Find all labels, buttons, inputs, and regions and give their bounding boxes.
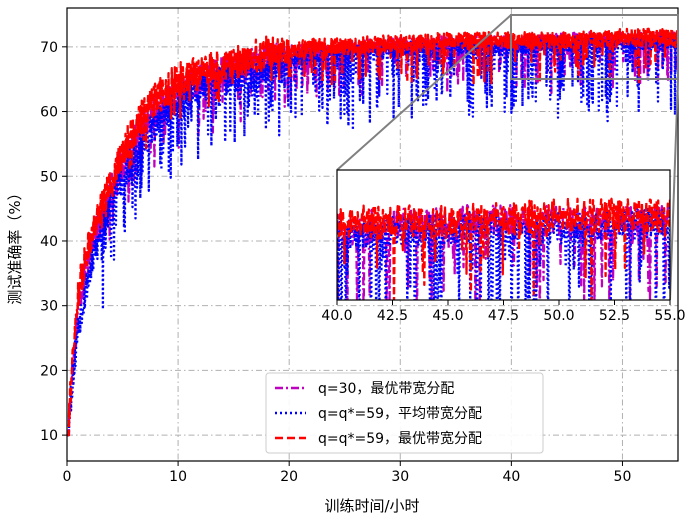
x-tick-label: 50 (614, 469, 632, 485)
zoom-connector-left (336, 14, 512, 171)
y-tick-label: 40 (40, 234, 58, 250)
zoom-indicator (336, 14, 679, 301)
inset-series-line-q59-optimal (337, 197, 670, 300)
zoom-connector-right (669, 78, 679, 301)
x-axis-title: 训练时间/小时 (324, 497, 419, 515)
inset-x-tick-label: 50.0 (543, 308, 574, 324)
y-tick-label: 50 (40, 169, 58, 185)
x-tick-label: 40 (502, 469, 520, 485)
y-tick-label: 60 (40, 105, 58, 121)
y-tick-label: 20 (40, 363, 58, 379)
legend-label-q59-optimal: q=q*=59，最优带宽分配 (318, 430, 482, 447)
zoom-region-box (510, 14, 679, 80)
y-tick-label: 30 (40, 299, 58, 315)
x-tick-label: 0 (63, 469, 72, 485)
legend-label-q59-average: q=q*=59，平均带宽分配 (318, 405, 482, 422)
series-line-q59-optimal (67, 27, 678, 437)
inset-x-tick-label: 45.0 (432, 308, 463, 324)
inset-x-tick-label: 52.5 (599, 308, 630, 324)
y-axis-title: 测试准确率（%） (6, 185, 24, 304)
x-tick-label: 10 (169, 469, 187, 485)
main-axes-frame (66, 7, 679, 462)
inset-ticks: 40.0 42.5 45.0 47.5 50.0 52.5 55.0 (321, 300, 686, 324)
legend-label-q30-optimal: q=30，最优带宽分配 (318, 380, 454, 397)
main-ticks: 0 10 20 30 40 50 10 20 30 40 50 60 70 (40, 40, 631, 485)
inset-x-tick-label: 42.5 (377, 308, 408, 324)
y-tick-label: 10 (40, 428, 58, 444)
main-plot-area (67, 27, 678, 437)
legend: q=30，最优带宽分配 q=q*=59，平均带宽分配 q=q*=59，最优带宽分… (265, 372, 544, 454)
inset-x-tick-label: 55.0 (654, 308, 685, 324)
y-tick-label: 70 (40, 40, 58, 56)
x-tick-label: 30 (391, 469, 409, 485)
inset-x-tick-label: 47.5 (488, 308, 519, 324)
inset-plot-area (337, 197, 670, 300)
inset-x-tick-label: 40.0 (321, 308, 352, 324)
x-tick-label: 20 (280, 469, 298, 485)
legend-frame (265, 372, 544, 454)
